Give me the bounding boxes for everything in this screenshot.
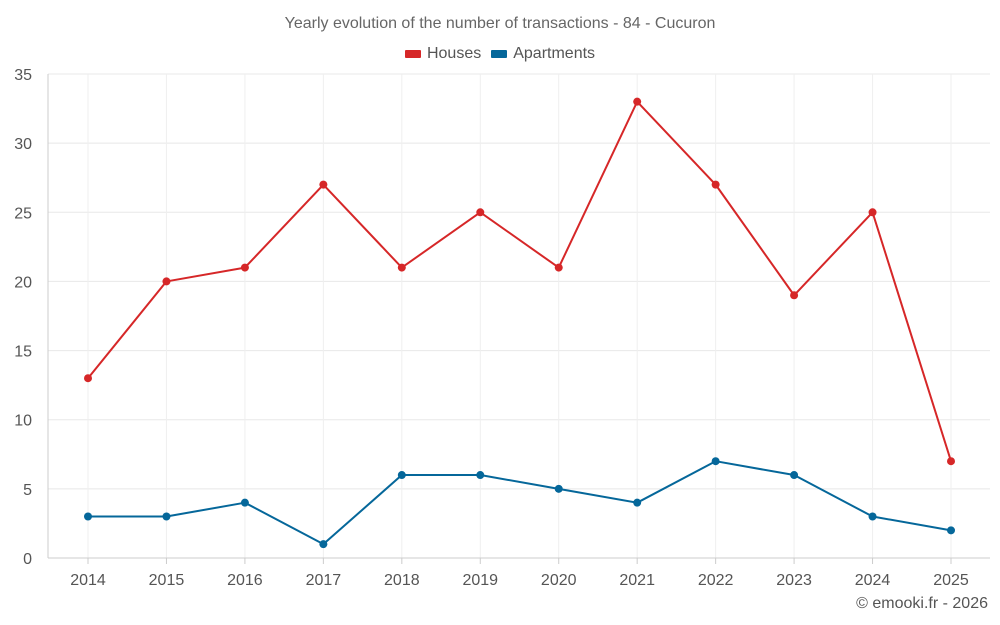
data-point-houses[interactable]: [84, 374, 92, 383]
x-tick-label: 2021: [619, 572, 655, 589]
x-tick-label: 2025: [933, 572, 969, 589]
data-point-apartments[interactable]: [790, 471, 799, 480]
grid: [48, 73, 990, 559]
data-point-apartments[interactable]: [476, 471, 485, 480]
y-tick-label: 30: [14, 136, 32, 153]
data-point-houses[interactable]: [319, 180, 328, 189]
data-point-apartments[interactable]: [162, 512, 171, 521]
x-tick-label: 2023: [776, 572, 812, 589]
x-tick-label: 2014: [70, 572, 106, 589]
x-tick-label: 2016: [227, 572, 263, 589]
data-point-houses[interactable]: [868, 208, 877, 217]
data-point-apartments[interactable]: [554, 484, 563, 493]
legend: Houses Apartments: [0, 45, 1000, 63]
legend-swatch-apartments: [491, 50, 508, 58]
data-point-apartments[interactable]: [240, 498, 249, 507]
x-tick-label: 2022: [698, 572, 734, 589]
x-tick-label: 2020: [541, 572, 577, 589]
chart-title: Yearly evolution of the number of transa…: [284, 15, 716, 32]
x-tick-label: 2019: [462, 572, 498, 589]
y-tick-label: 35: [14, 67, 32, 84]
data-point-apartments[interactable]: [319, 540, 328, 549]
data-point-apartments[interactable]: [947, 526, 955, 535]
data-point-apartments[interactable]: [397, 471, 406, 480]
y-tick-label: 25: [14, 205, 32, 222]
series-line-houses: [87, 100, 952, 462]
legend-label-houses: Houses: [426, 45, 482, 62]
data-point-houses[interactable]: [240, 263, 249, 272]
data-point-apartments[interactable]: [633, 498, 642, 507]
legend-label-apartments: Apartments: [513, 45, 596, 62]
legend-item-apartments[interactable]: Apartments: [491, 45, 595, 63]
series-line-apartments: [88, 460, 952, 546]
data-point-houses[interactable]: [554, 263, 563, 272]
data-point-houses[interactable]: [476, 208, 485, 217]
x-tick-label: 2018: [384, 572, 420, 589]
data-point-houses[interactable]: [397, 263, 406, 272]
data-point-apartments[interactable]: [711, 457, 720, 466]
legend-item-houses[interactable]: Houses: [404, 45, 482, 63]
y-tick-label: 0: [23, 551, 32, 568]
data-point-apartments[interactable]: [868, 512, 877, 521]
series: [84, 97, 955, 549]
data-point-houses[interactable]: [162, 277, 171, 286]
y-tick-label: 5: [23, 482, 32, 499]
x-tick-label: 2017: [306, 572, 342, 589]
x-tick-label: 2015: [149, 572, 185, 589]
data-point-apartments[interactable]: [84, 512, 92, 521]
series-houses: [84, 97, 955, 466]
series-apartments: [84, 457, 955, 549]
data-point-houses[interactable]: [711, 180, 720, 189]
y-tick-label: 10: [14, 413, 32, 430]
y-tick-label: 15: [14, 344, 32, 361]
x-tick-label: 2024: [855, 572, 891, 589]
legend-swatch-houses: [404, 50, 421, 58]
data-point-houses[interactable]: [790, 291, 799, 300]
data-point-houses[interactable]: [633, 97, 642, 106]
footer-credit: © emooki.fr - 2026: [856, 595, 988, 612]
data-point-houses[interactable]: [947, 457, 955, 466]
y-tick-label: 20: [14, 274, 32, 291]
